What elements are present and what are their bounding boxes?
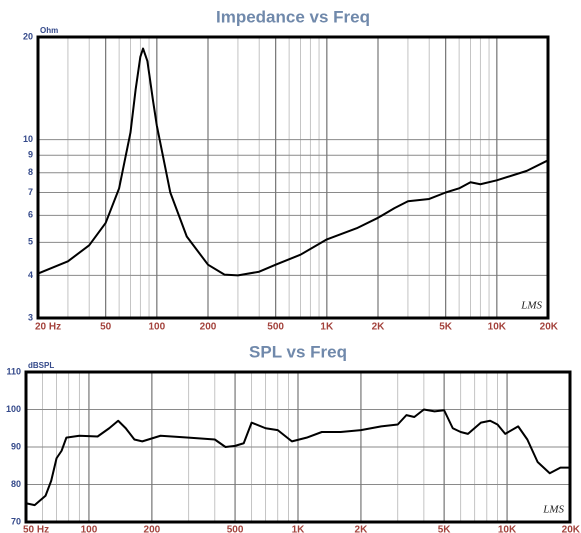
x-tick-label: 200 [200,322,217,333]
y-tick-label: 80 [11,479,21,489]
x-tick-label: 1K [320,322,334,333]
y-tick-label: 100 [6,404,21,414]
annotation: LMS [520,300,542,312]
y-tick-label: 10 [23,134,33,144]
x-tick-label: 5K [438,525,452,533]
x-tick-label: 1K [292,525,306,533]
chart-title: SPL vs Freq [249,342,347,361]
y-tick-label: 3 [28,312,33,322]
x-tick-label: 500 [227,525,244,533]
x-tick-label: 50 [100,322,112,333]
y-tick-label: 110 [6,366,21,376]
y-tick-label: 5 [28,237,33,247]
y-tick-label: 4 [28,270,33,280]
x-tick-label: 5K [439,322,453,333]
x-tick-label: 10K [488,322,507,333]
plot-frame [36,35,550,320]
y-tick-label: 9 [28,150,33,160]
data-line [25,408,570,507]
x-tick-label: 20 Hz [35,322,61,333]
y-tick-label: 70 [11,516,21,526]
x-tick-label: 10K [498,525,517,533]
y-tick-label: 8 [28,167,33,177]
x-tick-label: 2K [355,525,369,533]
y-tick-label: 20 [23,31,33,41]
y-axis-unit: dBSPL [28,361,54,370]
y-tick-label: 6 [28,210,33,220]
y-axis-unit: Ohm [40,26,58,35]
x-tick-label: 200 [144,525,161,533]
x-tick-label: 100 [148,322,165,333]
x-tick-label: 100 [81,525,98,533]
x-tick-label: 2K [372,322,386,333]
annotation: LMS [542,504,564,516]
x-tick-label: 20K [540,322,559,333]
x-tick-label: 500 [267,322,284,333]
x-tick-label: 20K [562,525,581,533]
data-line [37,47,549,277]
chart-title: Impedance vs Freq [216,7,370,26]
chart: SPL vs Freq dBSPL 70 80 90 100 110 50 Hz 100 200 5… [6,342,581,533]
chart: Impedance vs Freq Ohm 3 4 5 6 7 8 9 10 20 20 Hz 50 10… [23,7,559,332]
x-tick-label: 50 Hz [23,525,49,533]
plot-frame [24,370,572,524]
y-tick-label: 90 [11,441,21,451]
y-tick-label: 7 [28,187,33,197]
